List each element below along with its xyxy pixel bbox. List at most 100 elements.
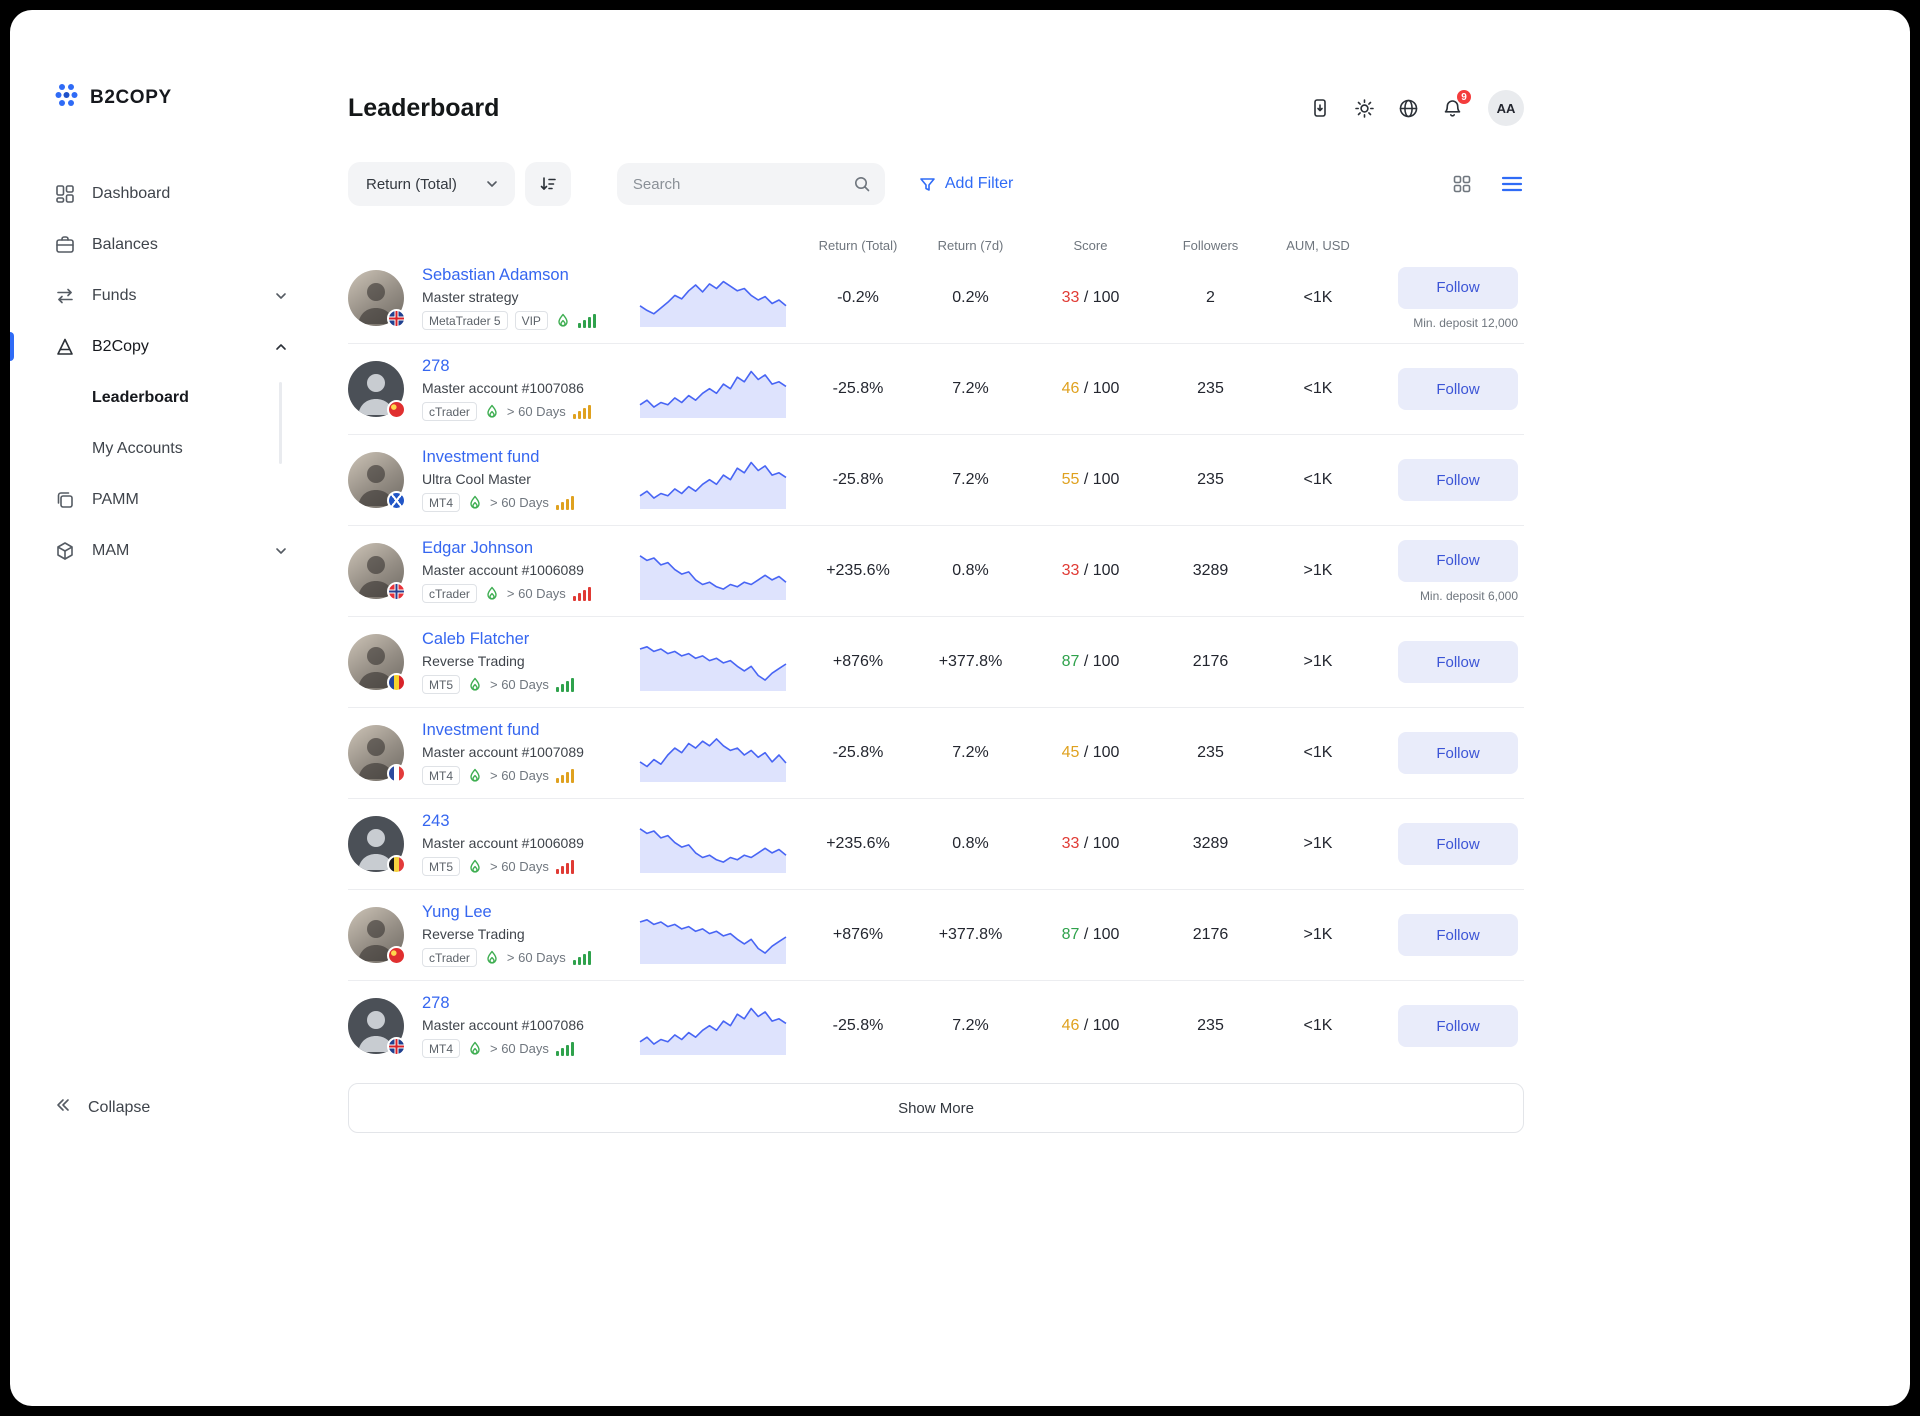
view-toggles [1450, 172, 1524, 196]
country-flag-icon [387, 855, 406, 874]
return-7d-value: 7.2% [952, 380, 989, 397]
trader-badges: cTrader > 60 Days [422, 584, 591, 603]
score-value: 46 / 100 [1061, 1017, 1120, 1034]
sort-by-select[interactable]: Return (Total) [348, 162, 515, 206]
add-filter-button[interactable]: Add Filter [919, 175, 1013, 193]
search-input[interactable] [630, 174, 853, 194]
collapse-icon [54, 1096, 72, 1119]
follow-button[interactable]: Follow [1398, 1005, 1518, 1047]
filter-funnel-icon [920, 177, 935, 191]
trader-info: 278 Master account #1007086 cTrader > 60… [422, 357, 591, 421]
trader-name-link[interactable]: Caleb Flatcher [422, 630, 530, 648]
trader-subtitle: Ultra Cool Master [422, 471, 531, 487]
follow-button[interactable]: Follow [1398, 641, 1518, 683]
follow-button[interactable]: Follow [1398, 732, 1518, 774]
sort-direction-button[interactable] [524, 162, 571, 206]
activity-bars-icon [555, 1041, 574, 1056]
avatar-wrap [348, 634, 406, 692]
follow-button[interactable]: Follow [1398, 459, 1518, 501]
brand-logo[interactable]: B2COPY [54, 82, 172, 113]
sidebar-item-leaderboard[interactable]: Leaderboard [92, 372, 348, 423]
return-7d-value: 0.8% [952, 562, 989, 579]
sidebar-collapse-button[interactable]: Collapse [54, 1096, 150, 1119]
table-row: Investment fund Master account #1007089 … [348, 707, 1524, 798]
follow-button[interactable]: Follow [1398, 368, 1518, 410]
trader-subtitle: Reverse Trading [422, 653, 525, 669]
sidebar-item-my-accounts[interactable]: My Accounts [92, 423, 348, 474]
notifications-bell-icon[interactable]: 9 [1440, 89, 1472, 120]
user-avatar[interactable]: AA [1488, 90, 1524, 126]
trader-name-link[interactable]: 278 [422, 994, 450, 1012]
trader-name-link[interactable]: 243 [422, 812, 450, 830]
trader-profile: 278 Master account #1007086 MT4 > 60 Day… [348, 994, 638, 1058]
column-header-return-7d: Return (7d) [937, 238, 1004, 253]
platform-badge: cTrader [422, 402, 477, 421]
platform-badge: cTrader [422, 584, 477, 603]
follow-cell: Follow [1368, 1005, 1520, 1047]
show-more-button[interactable]: Show More [348, 1083, 1524, 1133]
language-globe-icon[interactable] [1396, 96, 1420, 120]
follow-button[interactable]: Follow [1398, 914, 1518, 956]
min-deposit-label: Min. deposit 6,000 [1419, 588, 1518, 603]
list-view-icon[interactable] [1500, 172, 1524, 196]
sidebar-item-mam[interactable]: MAM [54, 525, 348, 576]
sidebar-item-label: MAM [92, 541, 130, 559]
b2copy-icon [54, 336, 76, 358]
trader-name-link[interactable]: Yung Lee [422, 903, 492, 921]
toolbar: Return (Total) Add Filter [348, 162, 1524, 206]
chevron-down-icon [274, 544, 288, 558]
performance-sparkline [638, 267, 803, 329]
app-download-icon[interactable] [1308, 96, 1332, 120]
performance-sparkline [638, 813, 803, 875]
sidebar-item-label: B2Copy [92, 337, 149, 355]
sidebar-item-pamm[interactable]: PAMM [54, 474, 348, 525]
trader-profile: Caleb Flatcher Reverse Trading MT5 > 60 … [348, 630, 638, 694]
brand-logo-icon [54, 82, 80, 113]
trader-badges: MT4 > 60 Days [422, 1039, 584, 1058]
performance-sparkline [638, 631, 803, 693]
trader-info: Edgar Johnson Master account #1006089 cT… [422, 539, 591, 603]
sidebar-item-label: PAMM [92, 490, 139, 508]
country-flag-icon [387, 582, 406, 601]
table-row: Caleb Flatcher Reverse Trading MT5 > 60 … [348, 616, 1524, 707]
followers-value: 235 [1197, 471, 1224, 488]
chevron-up-icon [274, 340, 288, 354]
follow-cell: Follow Min. deposit 12,000 [1368, 266, 1520, 330]
search-icon[interactable] [853, 175, 871, 193]
aum-value: <1K [1303, 1017, 1333, 1034]
sort-descending-icon [540, 177, 556, 190]
sidebar-item-balances[interactable]: Balances [54, 219, 348, 270]
trader-name-link[interactable]: 278 [422, 357, 450, 375]
sidebar-nav: Dashboard Balances Funds [10, 168, 348, 576]
page-header: Leaderboard 9 AA [348, 88, 1524, 128]
trader-name-link[interactable]: Investment fund [422, 721, 540, 739]
sidebar-item-label: Dashboard [92, 184, 171, 202]
platform-badge: cTrader [422, 948, 477, 967]
aum-value: >1K [1303, 562, 1333, 579]
collapse-label: Collapse [88, 1098, 151, 1116]
trader-name-link[interactable]: Investment fund [422, 448, 540, 466]
return-total-value: -25.8% [832, 744, 884, 761]
follow-button[interactable]: Follow [1398, 539, 1518, 582]
return-total-value: -25.8% [832, 1017, 884, 1034]
theme-toggle-icon[interactable] [1352, 96, 1376, 120]
follow-button[interactable]: Follow [1398, 823, 1518, 865]
submenu-item-label: Leaderboard [92, 388, 189, 406]
follow-button[interactable]: Follow [1398, 266, 1518, 309]
followers-value: 2 [1206, 289, 1215, 306]
follow-cell: Follow [1368, 732, 1520, 774]
aum-value: <1K [1303, 744, 1333, 761]
grid-view-icon[interactable] [1450, 172, 1474, 196]
platform-badge: MT4 [422, 766, 460, 785]
trader-name-link[interactable]: Edgar Johnson [422, 539, 533, 557]
sidebar-item-funds[interactable]: Funds [54, 270, 348, 321]
trader-subtitle: Master account #1007086 [422, 1017, 584, 1033]
flame-icon [484, 404, 500, 420]
country-flag-icon [387, 1037, 406, 1056]
balances-icon [54, 234, 76, 256]
trader-name-link[interactable]: Sebastian Adamson [422, 266, 569, 284]
sidebar-item-b2copy[interactable]: B2Copy [10, 321, 348, 372]
followers-value: 3289 [1192, 835, 1229, 852]
sidebar-item-dashboard[interactable]: Dashboard [54, 168, 348, 219]
trader-badges: MT5 > 60 Days [422, 857, 584, 876]
